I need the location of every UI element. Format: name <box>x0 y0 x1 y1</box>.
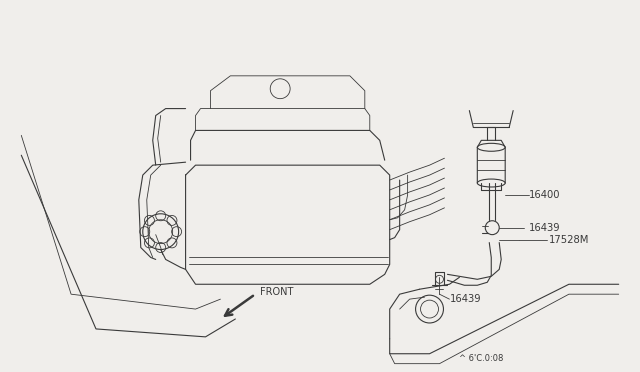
Text: 16439: 16439 <box>449 294 481 304</box>
Text: ^ 6'C.0:08: ^ 6'C.0:08 <box>460 354 504 363</box>
Text: 17528M: 17528M <box>549 235 589 245</box>
Text: 16439: 16439 <box>529 223 561 233</box>
Text: 16400: 16400 <box>529 190 561 200</box>
Text: FRONT: FRONT <box>260 287 294 297</box>
